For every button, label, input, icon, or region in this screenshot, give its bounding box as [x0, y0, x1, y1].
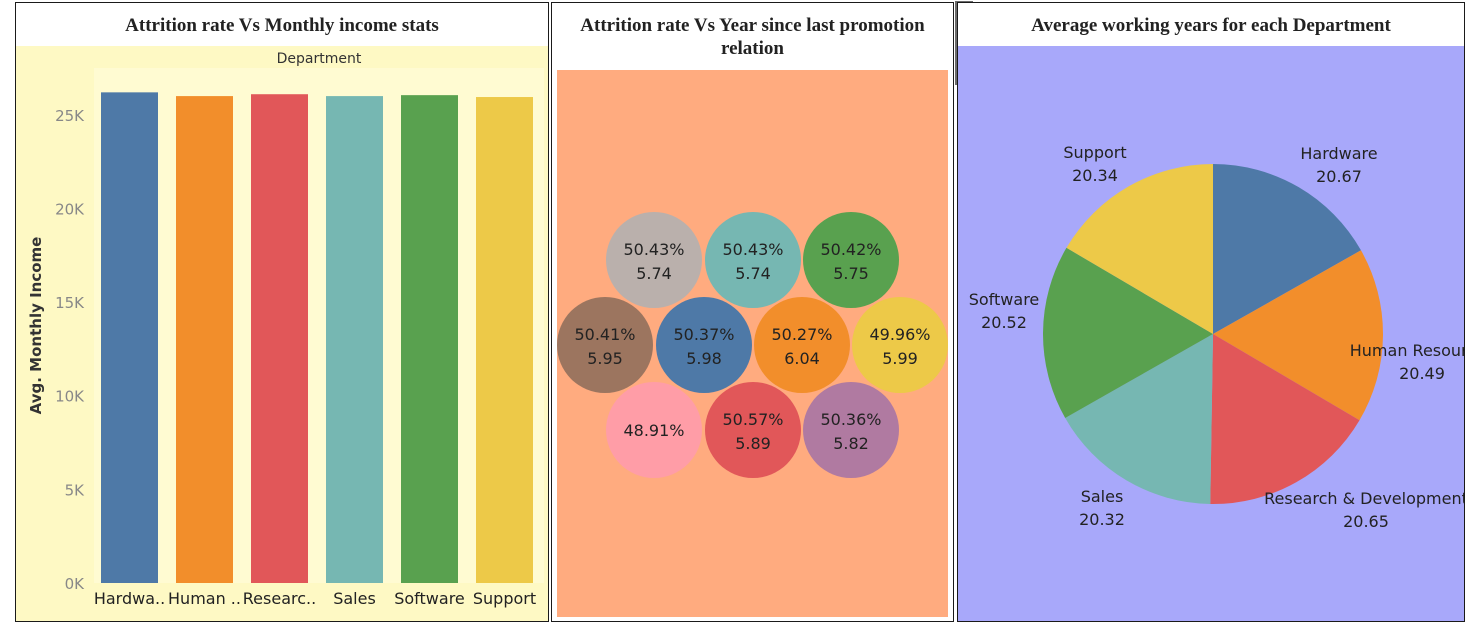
bar-chart-panel: Attrition rate Vs Monthly income stats D… — [15, 2, 549, 622]
bubble-circle — [606, 382, 702, 478]
bar-1 — [176, 96, 233, 583]
pie-label-name: Human Resources — [1350, 341, 1465, 360]
pie-chart-panel: Average working years for each Departmen… — [957, 2, 1465, 622]
bubble-circle — [705, 382, 801, 478]
bubble-9: 50.36% 5.82 — [803, 382, 899, 478]
bubble-attrition-label: 50.43% — [722, 240, 783, 259]
pie-chart-title: Average working years for each Departmen… — [1031, 15, 1391, 36]
pie-label-value: 20.49 — [1399, 364, 1445, 383]
pie-label-value: 20.52 — [981, 313, 1027, 332]
y-tick-label: 10K — [55, 388, 85, 406]
pie-chart: Hardware 20.67 Human Resources 20.49 Researc… — [969, 143, 1465, 531]
bubble-attrition-label: 50.37% — [673, 325, 734, 344]
bubble-3: 50.41% 5.95 — [557, 297, 653, 393]
bubble-attrition-label: 48.91% — [623, 421, 684, 440]
bubble-years-label: 6.04 — [784, 349, 820, 368]
x-tick-label: Hardwa.. — [94, 589, 165, 608]
x-tick-label: Sales — [333, 589, 376, 608]
bar-0 — [101, 92, 158, 583]
bubble-4: 50.37% 5.98 — [656, 297, 752, 393]
pie-label-name: Software — [969, 290, 1040, 309]
pie-label-value: 20.32 — [1079, 510, 1125, 529]
bubble-attrition-label: 50.57% — [722, 410, 783, 429]
bubble-chart-area: 50.43% 5.74 50.43% 5.74 50.42% 5.75 50.41% 5.95… — [557, 70, 948, 617]
bubble-circle — [705, 212, 801, 308]
bar-chart-area: Department 0K 5K 10K 15K 20K 25K Avg. Monthly I… — [16, 46, 548, 621]
bubble-chart-title: Attrition rate Vs Year since last promot… — [580, 15, 925, 59]
bubble-circle — [852, 297, 948, 393]
bubble-attrition-label: 50.43% — [623, 240, 684, 259]
bar-chart: Department 0K 5K 10K 15K 20K 25K Avg. Monthly I… — [27, 51, 544, 608]
y-tick-label: 20K — [55, 200, 85, 218]
bubble-attrition-label: 50.36% — [820, 410, 881, 429]
bubble-circle — [803, 382, 899, 478]
x-tick-label: Support — [473, 589, 536, 608]
y-axis-label: Avg. Monthly Income — [27, 237, 45, 415]
bubble-years-label: 5.75 — [833, 264, 869, 283]
bubble-circle — [803, 212, 899, 308]
x-tick-label: Researc.. — [243, 589, 316, 608]
bubble-1: 50.43% 5.74 — [705, 212, 801, 308]
pie-chart-area: Hardware 20.67 Human Resources 20.49 Researc… — [958, 46, 1465, 621]
bubble-years-label: 5.99 — [882, 349, 918, 368]
bubble-5: 50.27% 6.04 — [754, 297, 850, 393]
pie-slice-3 — [1065, 334, 1213, 504]
x-tick-label: Software — [394, 589, 465, 608]
bubble-years-label: 5.74 — [636, 264, 672, 283]
bubble-attrition-label: 50.42% — [820, 240, 881, 259]
bar-plot-background — [94, 68, 544, 583]
bar-5 — [476, 97, 533, 583]
pie-slice-5 — [1066, 164, 1213, 334]
bar-2 — [251, 94, 308, 583]
y-tick-label: 25K — [55, 107, 85, 125]
bubble-0: 50.43% 5.74 — [606, 212, 702, 308]
pie-label-value: 20.34 — [1072, 166, 1118, 185]
pie-label-name: Research & Development — [1264, 489, 1465, 508]
bubble-circle — [606, 212, 702, 308]
bubble-attrition-label: 50.41% — [574, 325, 635, 344]
bubble-years-label: 5.95 — [587, 349, 623, 368]
bubble-years-label: 5.74 — [735, 264, 771, 283]
bar-4 — [401, 95, 458, 583]
y-tick-label: 15K — [55, 294, 85, 312]
bar-chart-header: Department — [277, 51, 362, 67]
bubble-attrition-label: 50.27% — [771, 325, 832, 344]
y-tick-label: 0K — [65, 575, 86, 593]
bubble-years-label: 5.98 — [686, 349, 722, 368]
bubble-attrition-label: 49.96% — [869, 325, 930, 344]
bubble-chart: 50.43% 5.74 50.43% 5.74 50.42% 5.75 50.41% 5.95… — [557, 212, 948, 478]
bubble-years-label: 5.82 — [833, 434, 869, 453]
bubble-circle — [557, 297, 653, 393]
bar-chart-title: Attrition rate Vs Monthly income stats — [125, 15, 439, 36]
bubble-7: 48.91% — [606, 382, 702, 478]
x-tick-label: Human .. — [168, 589, 241, 608]
y-tick-label: 5K — [65, 481, 86, 499]
bar-3 — [326, 96, 383, 583]
bubble-6: 49.96% 5.99 — [852, 297, 948, 393]
bubble-years-label: 5.89 — [735, 434, 771, 453]
pie-slice-0 — [1213, 164, 1361, 334]
bubble-2: 50.42% 5.75 — [803, 212, 899, 308]
bubble-chart-panel: Attrition rate Vs Year since last promot… — [551, 2, 954, 622]
bubble-8: 50.57% 5.89 — [705, 382, 801, 478]
pie-label-name: Hardware — [1300, 144, 1377, 163]
bubble-circle — [754, 297, 850, 393]
pie-slice-1 — [1213, 250, 1383, 421]
pie-slice-4 — [1043, 247, 1213, 418]
pie-label-value: 20.65 — [1343, 512, 1389, 531]
pie-label-value: 20.67 — [1316, 167, 1362, 186]
pie-label-name: Sales — [1081, 487, 1124, 506]
pie-label-name: Support — [1063, 143, 1126, 162]
bubble-circle — [656, 297, 752, 393]
pie-slice-2 — [1210, 334, 1360, 505]
